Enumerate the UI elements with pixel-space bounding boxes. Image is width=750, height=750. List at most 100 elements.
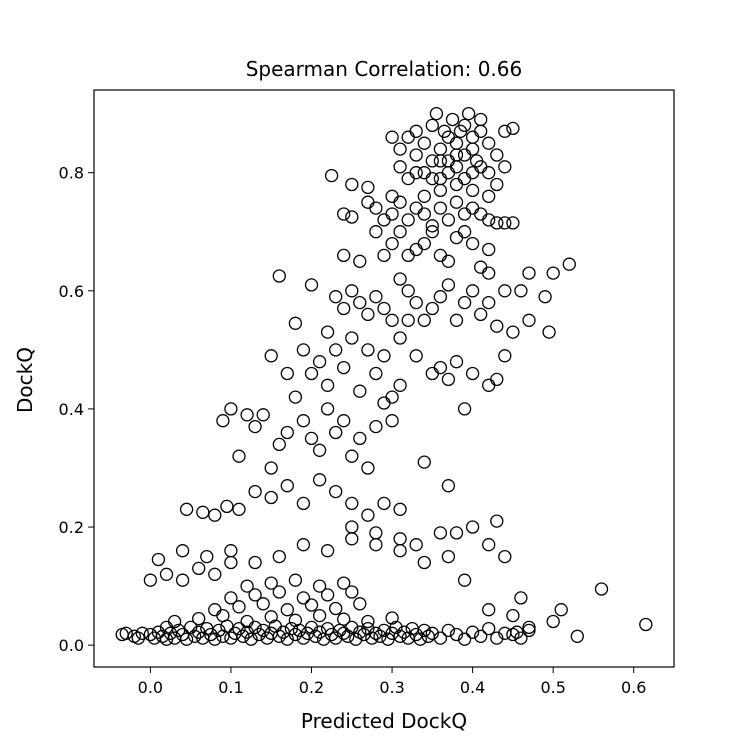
data-point — [474, 629, 488, 643]
data-point — [256, 597, 270, 611]
data-point — [192, 561, 206, 576]
data-point — [208, 603, 222, 617]
data-point — [329, 290, 343, 304]
data-point — [369, 201, 383, 215]
data-point — [264, 490, 278, 505]
data-point — [465, 625, 480, 639]
data-point — [449, 526, 464, 540]
data-point — [441, 213, 456, 227]
data-point — [401, 248, 415, 263]
data-point — [457, 207, 472, 221]
data-point — [474, 124, 488, 138]
data-point — [324, 168, 339, 183]
y-axis: 0.0 0.2 0.4 0.6 0.8 — [59, 164, 94, 655]
data-point — [401, 213, 415, 227]
data-point — [369, 225, 383, 239]
data-point — [296, 343, 311, 357]
data-point — [200, 549, 214, 564]
data-point — [546, 614, 560, 629]
data-point — [393, 629, 407, 643]
data-point — [461, 106, 476, 121]
data-point — [167, 614, 182, 629]
data-point — [385, 611, 399, 625]
data-point — [393, 160, 407, 174]
data-point — [377, 396, 391, 410]
data-point — [308, 629, 323, 643]
data-point — [304, 431, 319, 446]
data-point — [345, 520, 359, 534]
data-point — [361, 307, 375, 322]
x-tick-label: 0.0 — [138, 678, 163, 697]
data-point — [482, 242, 496, 257]
data-point — [220, 499, 234, 514]
data-point — [377, 623, 391, 638]
data-point — [441, 278, 456, 292]
data-point — [369, 366, 383, 381]
data-point — [417, 236, 431, 251]
data-point — [482, 213, 496, 227]
data-point — [365, 631, 379, 645]
data-point — [401, 284, 415, 298]
data-point — [369, 526, 383, 540]
data-point — [465, 130, 480, 144]
data-point — [312, 579, 327, 593]
data-point — [409, 201, 423, 215]
data-point — [393, 142, 407, 156]
data-point — [361, 195, 375, 209]
data-point — [417, 136, 431, 150]
data-point — [465, 284, 480, 298]
data-point — [240, 614, 254, 629]
data-point — [248, 588, 262, 602]
data-point — [280, 366, 294, 381]
x-axis: 0.0 0.1 0.2 0.3 0.4 0.5 0.6 — [138, 667, 646, 697]
data-point — [175, 544, 190, 558]
data-point — [248, 484, 262, 499]
data-point — [361, 621, 375, 636]
data-point — [393, 378, 407, 392]
data-point — [288, 316, 303, 330]
data-point — [236, 629, 250, 643]
data-point — [498, 284, 512, 298]
data-point — [474, 260, 488, 274]
data-point — [369, 290, 383, 304]
y-axis-label: DockQ — [13, 347, 37, 413]
data-point — [441, 372, 456, 387]
data-point — [272, 585, 286, 599]
data-point — [179, 502, 194, 516]
data-point — [216, 414, 230, 428]
data-point — [449, 195, 464, 209]
data-point — [192, 611, 206, 626]
data-point — [272, 629, 286, 643]
data-point — [449, 230, 464, 245]
data-point — [425, 366, 439, 381]
data-point — [490, 216, 504, 230]
data-point — [393, 544, 407, 558]
data-point — [457, 573, 472, 587]
data-point — [337, 576, 351, 590]
data-point — [449, 355, 464, 369]
data-point — [474, 207, 488, 221]
data-point — [304, 598, 319, 612]
data-point — [296, 591, 311, 605]
data-point — [171, 623, 186, 638]
data-point — [482, 136, 496, 150]
data-point — [449, 177, 464, 192]
data-point — [465, 520, 480, 534]
data-point — [353, 384, 367, 398]
data-point — [409, 295, 423, 310]
data-point — [377, 248, 391, 263]
data-point — [482, 295, 496, 310]
chart-title: Spearman Correlation: 0.66 — [246, 57, 523, 81]
data-point — [369, 626, 383, 640]
data-point — [449, 160, 464, 174]
data-point — [522, 623, 536, 638]
data-point — [304, 278, 319, 292]
data-point — [570, 629, 584, 643]
data-point — [304, 366, 319, 381]
data-point — [341, 629, 355, 643]
data-point — [457, 632, 472, 646]
data-point — [417, 189, 431, 203]
data-point — [244, 632, 258, 646]
data-point — [465, 366, 480, 381]
data-point — [377, 301, 391, 316]
